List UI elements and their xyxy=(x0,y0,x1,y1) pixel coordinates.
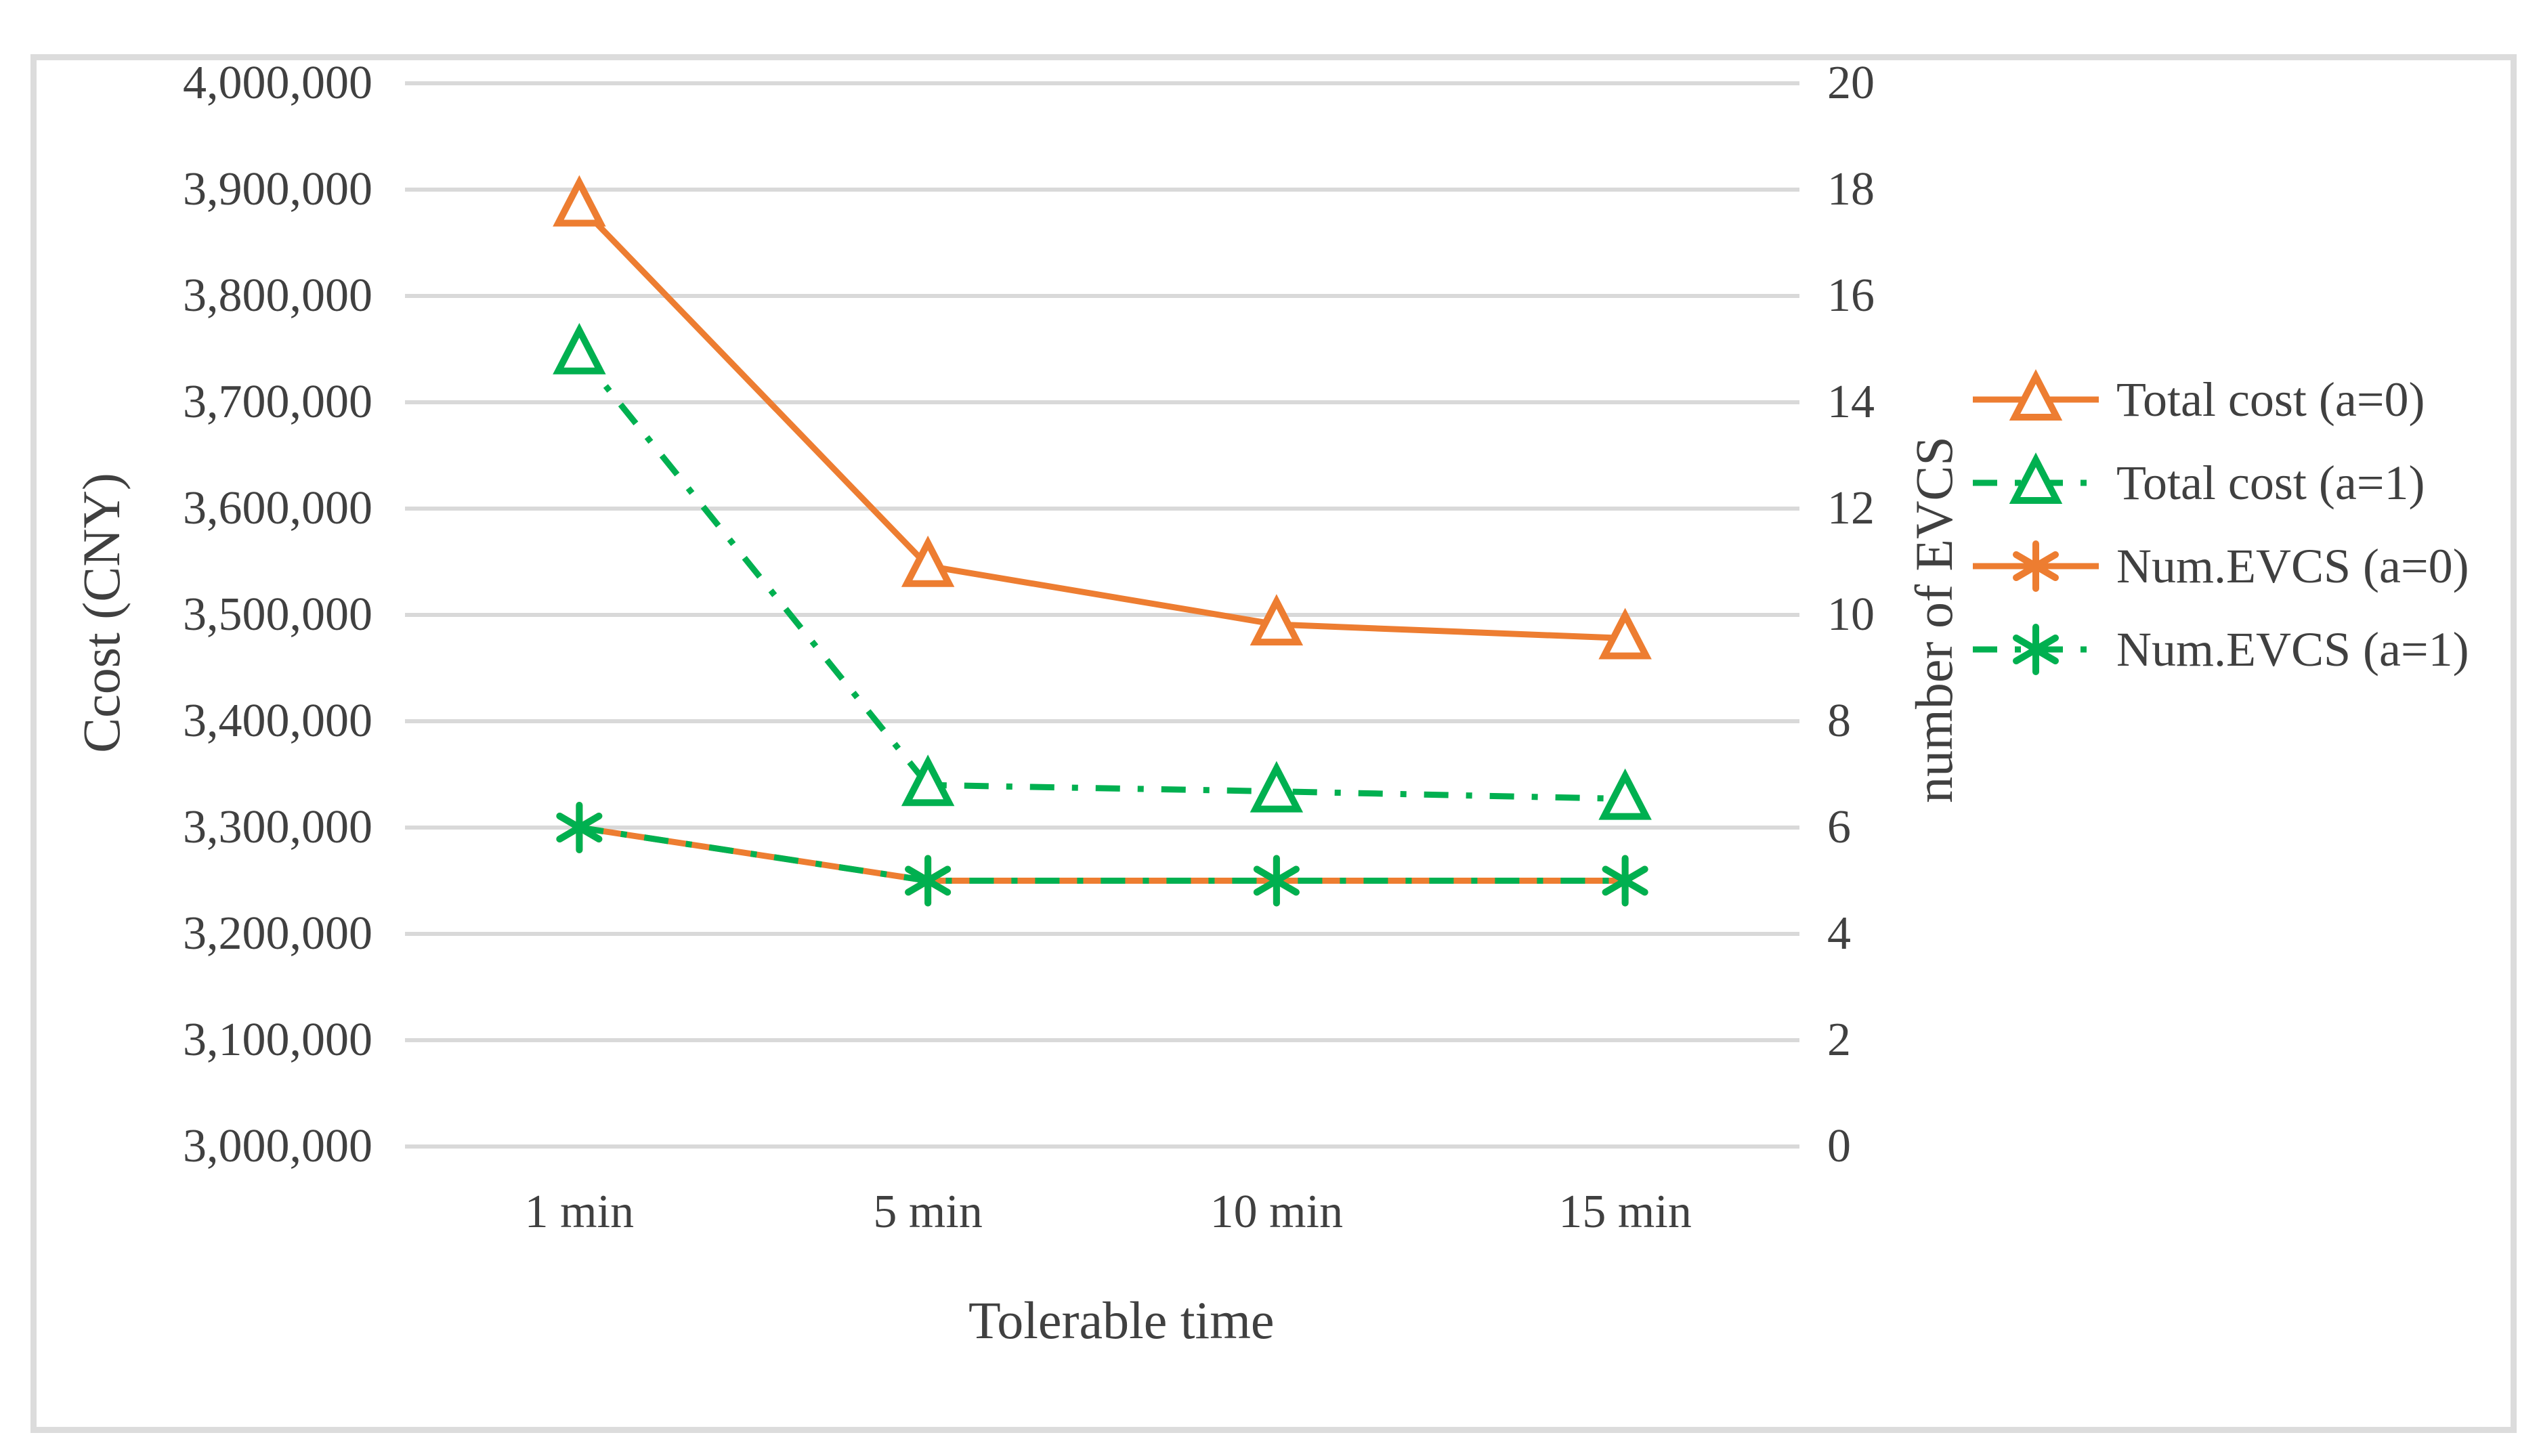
y-axis-left-tick-label: 3,200,000 xyxy=(183,907,372,960)
triangle-marker xyxy=(1598,768,1652,820)
series-lines xyxy=(553,175,1652,907)
legend-item: Num.EVCS (a=0) xyxy=(1973,526,2469,607)
legend-marker-sample xyxy=(1973,369,2099,421)
asterisk-marker xyxy=(556,802,603,853)
series-line xyxy=(577,203,1625,642)
y-axis-left-tick-label: 4,000,000 xyxy=(183,57,372,109)
legend-label: Total cost (a=1) xyxy=(2116,456,2425,510)
y-axis-left-tick-label: 3,300,000 xyxy=(183,801,372,853)
x-axis-title: Tolerable time xyxy=(968,1291,1275,1350)
legend-label: Num.EVCS (a=0) xyxy=(2116,539,2469,593)
series-line xyxy=(578,824,1625,884)
y-axis-title-right: number of EVCS xyxy=(1904,436,1963,803)
triangle-marker xyxy=(901,754,955,807)
y-axis-right-tick-label: 16 xyxy=(1827,270,1875,322)
y-axis-left-tick-label: 3,800,000 xyxy=(183,270,372,322)
legend-marker-sample xyxy=(1973,624,2099,675)
y-axis-right-tick-label: 10 xyxy=(1827,588,1875,641)
y-axis-right-tick-label: 14 xyxy=(1827,376,1875,428)
y-axis-left-tick-label: 3,100,000 xyxy=(183,1014,372,1066)
y-axis-right-tick-label: 2 xyxy=(1827,1014,1851,1066)
series-1 xyxy=(553,175,1652,660)
series-3 xyxy=(556,802,1648,907)
x-axis-tick-label: 10 min xyxy=(1210,1186,1344,1238)
triangle-marker xyxy=(553,322,606,374)
series-2 xyxy=(553,322,1652,820)
series-line xyxy=(576,351,1625,802)
asterisk-marker xyxy=(905,855,952,907)
y-axis-left-tick-label: 3,600,000 xyxy=(183,482,372,534)
triangle-marker xyxy=(2009,452,2063,504)
legend-item: Total cost (a=0) xyxy=(1973,359,2425,440)
y-axis-right-tick-label: 0 xyxy=(1827,1120,1851,1172)
asterisk-marker xyxy=(1602,855,1648,907)
asterisk-marker xyxy=(2013,624,2059,675)
y-axis-right-tick-label: 6 xyxy=(1827,801,1851,853)
y-axis-right-tick-label: 12 xyxy=(1827,482,1875,534)
legend-label: Num.EVCS (a=1) xyxy=(2116,622,2469,677)
series-line xyxy=(578,824,1625,884)
y-axis-left-tick-label: 3,500,000 xyxy=(183,588,372,641)
x-axis-tick-label: 5 min xyxy=(873,1186,983,1238)
legend: Total cost (a=0) Total cost (a=1) Num.EVCS… xyxy=(1973,0,2535,1456)
y-axis-left-tick-label: 3,900,000 xyxy=(183,163,372,215)
triangle-marker xyxy=(2009,369,2063,421)
figure-border xyxy=(30,54,2517,1433)
triangle-marker xyxy=(1250,594,1304,646)
asterisk-marker xyxy=(1253,855,1300,907)
x-axis-tick-label: 1 min xyxy=(524,1186,635,1238)
y-axis-left-tick-label: 3,000,000 xyxy=(183,1120,372,1172)
triangle-marker xyxy=(901,535,955,587)
y-axis-right-tick-label: 4 xyxy=(1827,907,1851,960)
triangle-marker xyxy=(1598,607,1652,660)
legend-item: Num.EVCS (a=1) xyxy=(1973,609,2469,690)
y-axis-left-tick-label: 3,400,000 xyxy=(183,695,372,747)
legend-item: Total cost (a=1) xyxy=(1973,442,2425,523)
legend-marker-sample xyxy=(1973,540,2099,592)
y-axis-right-tick-label: 18 xyxy=(1827,163,1875,215)
y-axis-right-tick-label: 20 xyxy=(1827,57,1875,109)
legend-marker-sample xyxy=(1973,452,2099,504)
series-4 xyxy=(556,802,1648,907)
x-axis-tick-label: 15 min xyxy=(1558,1186,1692,1238)
triangle-marker xyxy=(553,175,606,227)
legend-label: Total cost (a=0) xyxy=(2116,372,2425,427)
triangle-marker xyxy=(1250,761,1304,813)
y-axis-title-left: Ccost (CNY) xyxy=(72,473,131,753)
asterisk-marker xyxy=(2013,540,2059,592)
y-axis-right-tick-label: 8 xyxy=(1827,695,1851,747)
gridlines xyxy=(405,81,1799,1149)
y-axis-left-tick-label: 3,700,000 xyxy=(183,376,372,428)
